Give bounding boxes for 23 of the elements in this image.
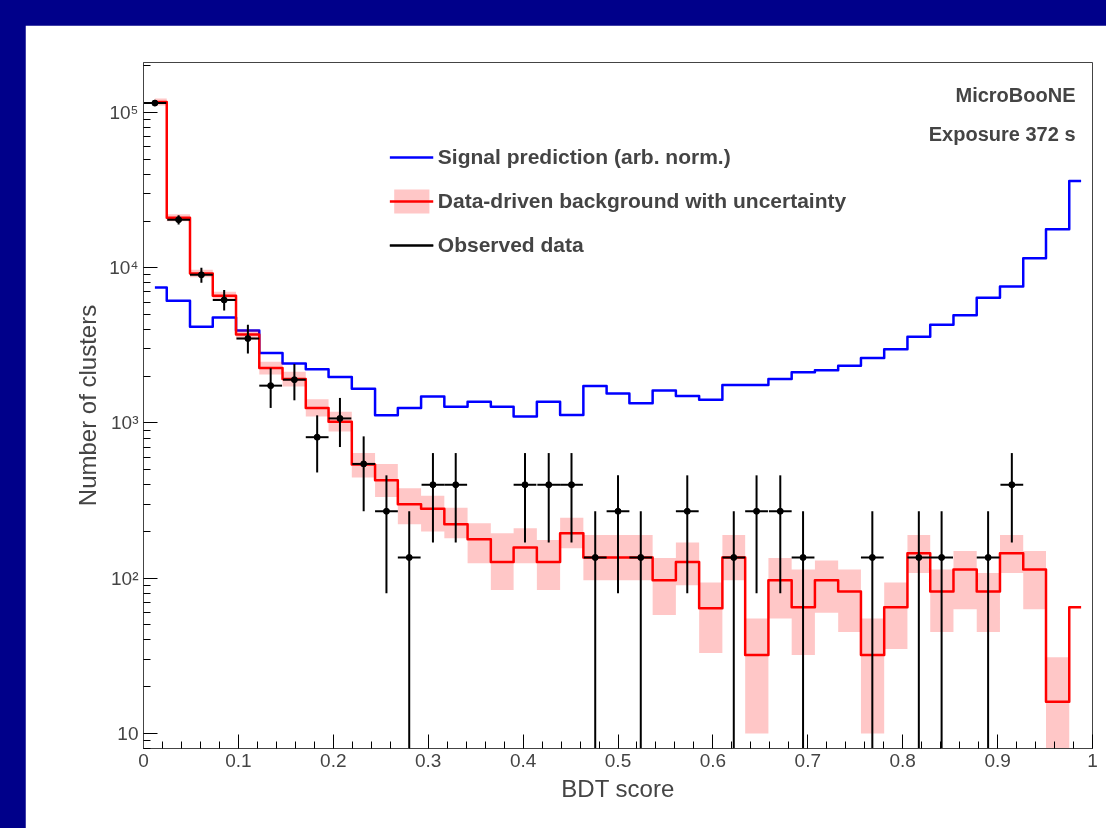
- x-tick-label: 0.4: [509, 749, 537, 771]
- annotation: Exposure 372 s: [928, 122, 1076, 145]
- y-tick-label: 10⁵: [109, 102, 139, 124]
- annotation: MicroBooNE: [955, 83, 1076, 106]
- x-tick-label: 0.1: [225, 749, 252, 771]
- x-axis-title: BDT score: [561, 774, 675, 802]
- y-axis-title: Number of clusters: [74, 304, 102, 507]
- x-tick-label: 0: [138, 749, 149, 771]
- x-tick-label: 0.3: [414, 749, 442, 771]
- x-tick-label: 0.5: [604, 749, 632, 771]
- x-tick-label: 1: [1087, 749, 1098, 771]
- legend-label: Data-driven background with uncertainty: [437, 189, 847, 213]
- x-tick-label: 0.2: [320, 749, 347, 771]
- x-tick-label: 0.8: [889, 749, 916, 771]
- legend-label: Signal prediction (arb. norm.): [437, 145, 731, 169]
- y-tick-label: 10²: [111, 567, 139, 589]
- y-tick-label: 10⁴: [109, 257, 139, 279]
- x-tick-label: 0.6: [699, 749, 727, 771]
- x-tick-label: 0.9: [984, 749, 1011, 771]
- y-tick-label: 10: [117, 722, 139, 744]
- legend-label: Observed data: [437, 233, 584, 257]
- y-tick-label: 10³: [111, 412, 139, 434]
- x-tick-label: 0.7: [794, 749, 822, 771]
